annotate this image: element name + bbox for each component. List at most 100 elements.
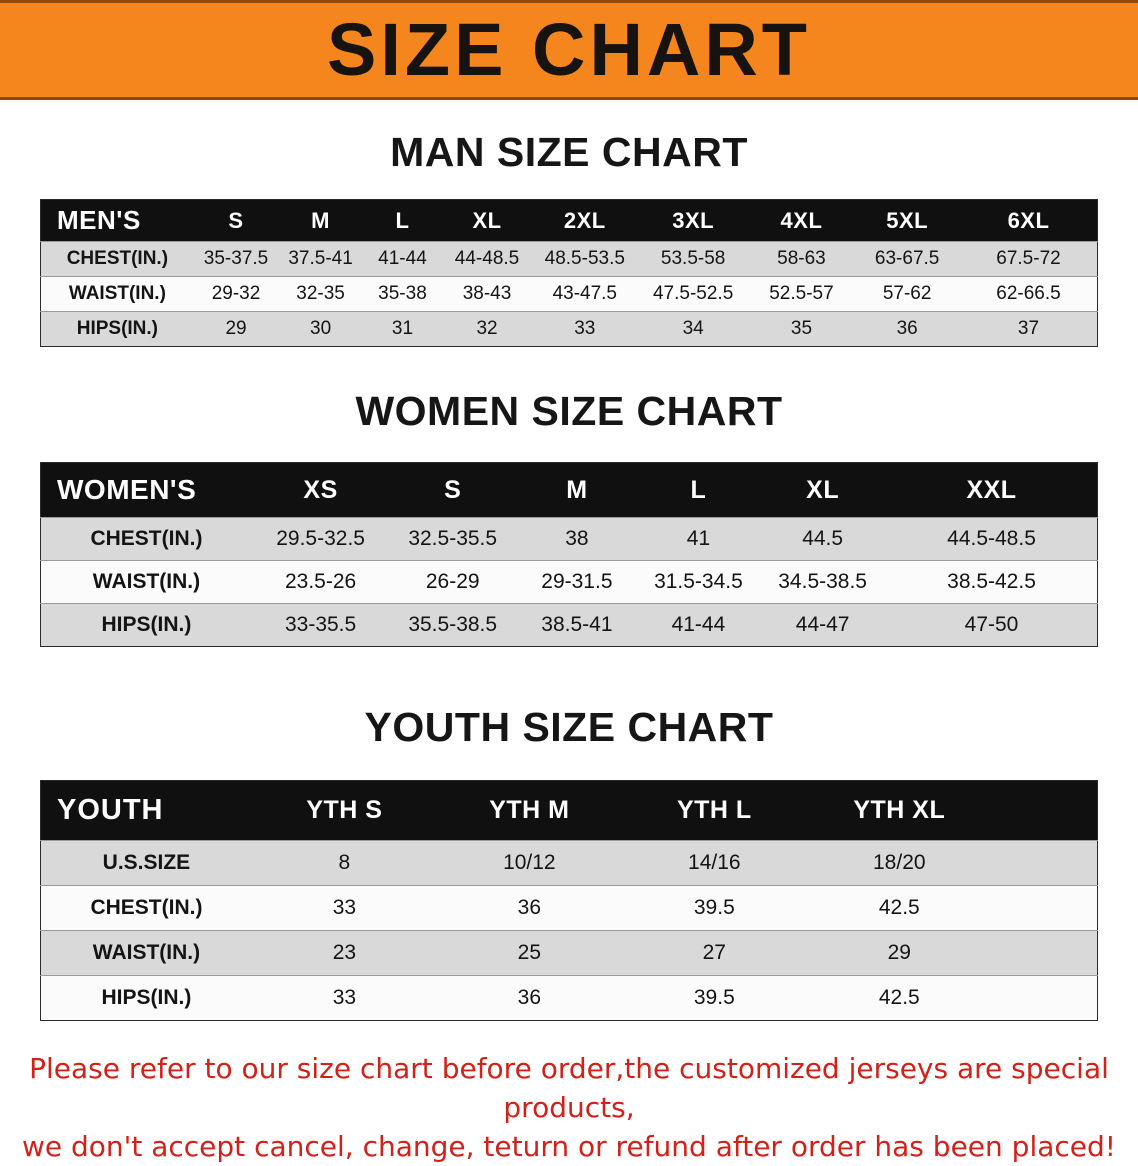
size-col-header: S [228,207,244,233]
size-cell: 35-38 [362,276,443,312]
size-cell: 44.5 [759,517,887,561]
size-cell: 38.5-42.5 [886,560,1098,604]
size-cell: 41-44 [362,241,443,277]
spacer-cell [991,975,1098,1021]
size-col-header: 4XL [780,207,823,233]
size-cell: 14/16 [621,840,807,886]
size-cell: 29-31.5 [516,560,638,604]
table-row: WAIST(IN.) 29-32 32-35 35-38 38-43 43-47… [40,276,1098,312]
table-row: HIPS(IN.) 33 36 39.5 42.5 [40,975,1098,1021]
size-cell: 33 [251,885,437,931]
size-col-header: XS [303,475,338,504]
size-cell: 39.5 [621,975,807,1021]
size-cell: 53.5-58 [637,241,749,277]
table-row: HIPS(IN.) 29 30 31 32 33 34 35 36 37 [40,311,1098,347]
men-section-heading: MAN SIZE CHART [390,129,748,175]
size-col-header: 5XL [886,207,929,233]
table-row: WAIST(IN.) 23.5-26 26-29 29-31.5 31.5-34… [40,560,1098,604]
size-cell: 32-35 [278,276,363,312]
size-cell: 32 [442,311,532,347]
size-col-header: 2XL [563,207,606,233]
spacer-cell [991,840,1098,886]
size-cell: 31 [362,311,443,347]
size-cell: 32.5-35.5 [389,517,517,561]
size-cell: 37.5-41 [278,241,363,277]
size-cell: 36 [854,311,960,347]
size-col-header: M [311,207,330,233]
size-cell: 33 [251,975,437,1021]
size-cell: 36 [436,885,622,931]
table-row: CHEST(IN.) 29.5-32.5 32.5-35.5 38 41 44.… [40,517,1098,561]
table-row: CHEST(IN.) 33 36 39.5 42.5 [40,885,1098,931]
size-col-header: XL [472,207,502,233]
size-cell: 52.5-57 [748,276,855,312]
size-cell: 36 [436,975,622,1021]
size-col-header: 6XL [1007,207,1050,233]
size-cell: 8 [251,840,437,886]
size-cell: 63-67.5 [854,241,960,277]
size-col-header: XL [806,475,840,504]
banner: SIZE CHART [0,0,1138,100]
women-section-heading: WOMEN SIZE CHART [355,388,783,434]
row-label: U.S.SIZE [40,840,252,886]
size-col-header: 3XL [672,207,715,233]
men-table-title: MEN'S [57,205,141,235]
youth-table-title: YOUTH [57,794,164,826]
size-cell: 48.5-53.5 [531,241,638,277]
youth-header-row: YOUTH YTH S YTH M YTH L YTH XL [40,780,1098,841]
size-cell: 37 [960,311,1098,347]
size-col-header: S [444,475,462,504]
row-label: WAIST(IN.) [40,276,194,312]
row-label: CHEST(IN.) [40,241,194,277]
spacer-cell [992,781,1098,841]
youth-size-table: YOUTH YTH S YTH M YTH L YTH XL U.S.SIZE … [40,780,1098,1021]
women-size-table: WOMEN'S XS S M L XL XXL CHEST(IN.) 29.5-… [40,462,1098,647]
size-cell: 38-43 [442,276,532,312]
size-cell: 18/20 [806,840,992,886]
row-label: CHEST(IN.) [40,517,252,561]
size-cell: 29 [193,311,279,347]
size-cell: 33 [531,311,638,347]
size-col-header: XXL [966,475,1017,504]
women-table-title: WOMEN'S [57,474,197,505]
row-label: HIPS(IN.) [40,603,252,647]
disclaimer: Please refer to our size chart before or… [0,1049,1138,1166]
size-cell: 29.5-32.5 [251,517,390,561]
table-row: U.S.SIZE 8 10/12 14/16 18/20 [40,840,1098,886]
size-cell: 42.5 [806,975,992,1021]
size-cell: 41 [637,517,760,561]
size-col-header: M [566,475,588,504]
disclaimer-line-2: we don't accept cancel, change, teturn o… [21,1130,1116,1163]
size-cell: 57-62 [854,276,960,312]
spacer-cell [991,885,1098,931]
women-header-row: WOMEN'S XS S M L XL XXL [40,462,1098,518]
size-cell: 29-32 [193,276,279,312]
size-cell: 62-66.5 [960,276,1098,312]
size-cell: 34 [637,311,749,347]
size-cell: 23.5-26 [251,560,390,604]
size-cell: 44.5-48.5 [886,517,1098,561]
size-cell: 10/12 [436,840,622,886]
size-cell: 42.5 [806,885,992,931]
size-cell: 47-50 [886,603,1098,647]
size-cell: 25 [436,930,622,976]
size-cell: 31.5-34.5 [637,560,760,604]
size-cell: 47.5-52.5 [637,276,749,312]
men-header-row: MEN'S S M L XL 2XL 3XL 4XL 5XL 6XL [40,199,1098,242]
size-cell: 44-48.5 [442,241,532,277]
row-label: WAIST(IN.) [40,560,252,604]
spacer-cell [991,930,1098,976]
size-cell: 29 [806,930,992,976]
size-cell: 33-35.5 [251,603,390,647]
size-cell: 35.5-38.5 [389,603,517,647]
row-label: WAIST(IN.) [40,930,252,976]
size-col-header: YTH M [489,796,570,824]
size-cell: 39.5 [621,885,807,931]
row-label: HIPS(IN.) [40,311,194,347]
size-col-header: YTH L [676,796,752,824]
size-cell: 26-29 [389,560,517,604]
size-cell: 44-47 [759,603,887,647]
size-cell: 35-37.5 [193,241,279,277]
size-col-header: L [690,475,707,504]
